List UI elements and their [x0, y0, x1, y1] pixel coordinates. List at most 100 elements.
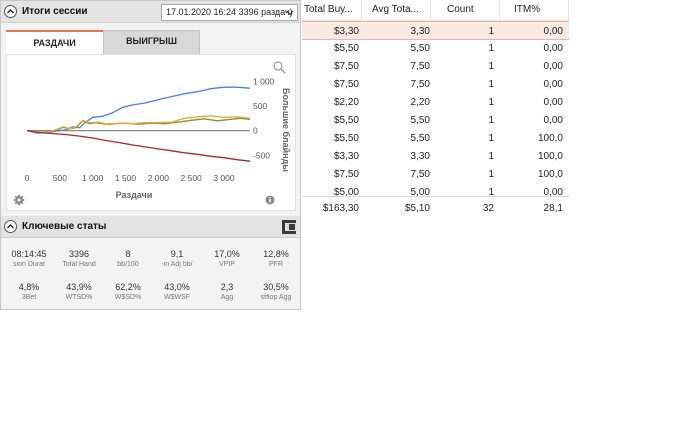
stat-value: 9,1	[170, 249, 184, 259]
x-axis-label: Раздачи	[116, 190, 153, 200]
table-totals-row: $163,30 $5,10 32 28,1	[302, 196, 569, 217]
table-row[interactable]: $7,50 7,50 1 0,00	[302, 75, 569, 94]
chevron-up-icon	[7, 9, 14, 14]
stat-value: 17,0%	[214, 249, 240, 259]
col-avg-total[interactable]: Avg Tota...	[372, 4, 419, 15]
x-tick-label: 2 500	[181, 173, 203, 183]
stat-value: 43,0%	[164, 282, 190, 292]
table-row[interactable]: $3,30 3,30 1 100,0	[302, 147, 569, 166]
series-line-red	[26, 129, 251, 162]
cell-itm: 0,00	[543, 187, 563, 198]
cell-itm: 0,00	[543, 97, 563, 108]
cell-avg: 3,30	[410, 151, 430, 162]
col-divider[interactable]	[499, 0, 500, 20]
cell-count: 1	[488, 79, 494, 90]
x-tick-label: 0	[25, 173, 30, 183]
chart-canvas: 0 500 1 000 1 500 2 000 2 500 3 000 1 000 500 0 -…	[13, 61, 291, 206]
table-row[interactable]: $2,20 2,20 1 0,00	[302, 93, 569, 112]
stat-cell: 3396 Total Hand	[54, 249, 104, 268]
x-tick-label: 1 000	[82, 173, 104, 183]
cell-buyin: $3,30	[333, 26, 359, 37]
stat-label: -in Adj bb/	[161, 261, 193, 268]
cell-avg: 5,50	[410, 133, 430, 144]
key-stats-header: Ключевые статы	[1, 216, 300, 238]
stat-cell: 12,8% PFR	[251, 249, 301, 268]
stat-cell: 8 bb/100	[103, 249, 153, 268]
stat-label: Total Hand	[62, 261, 96, 268]
stat-cell: 17,0% VPIP	[202, 249, 252, 268]
cell-buyin: $3,30	[333, 151, 359, 162]
x-tick-label: 1 500	[115, 173, 137, 183]
x-tick-label: 500	[53, 173, 67, 183]
stat-label: Agg	[220, 294, 234, 301]
cell-itm: 100,0	[537, 169, 563, 180]
cell-buyin: $5,50	[333, 43, 359, 54]
stat-value: 8	[125, 249, 131, 259]
cell-count: 1	[488, 169, 494, 180]
key-stats-title: Ключевые статы	[22, 221, 107, 232]
cell-count: 1	[488, 115, 494, 126]
cell-avg: 7,50	[410, 61, 430, 72]
session-summary-panel: Итоги сессии 17.01.2020 16:24 3396 разда…	[0, 0, 301, 310]
stat-label: PFR	[269, 261, 283, 268]
stat-cell: 4,8% 3Bet	[4, 282, 54, 301]
col-itm[interactable]: ITM%	[514, 4, 541, 15]
cell-avg: 5,00	[410, 187, 430, 198]
cell-count: 1	[488, 61, 494, 72]
session-summary-header: Итоги сессии 17.01.2020 16:24 3396 разда…	[1, 1, 300, 23]
cell-avg: 5,50	[410, 115, 430, 126]
cell-itm: 0,00	[543, 61, 563, 72]
layout-toggle-icon[interactable]	[282, 220, 296, 234]
stat-value: 08:14:45	[11, 249, 47, 259]
table-row[interactable]: $5,50 5,50 1 0,00	[302, 111, 569, 130]
info-icon[interactable]	[265, 195, 275, 205]
y-axis-label: Большие блайнды	[281, 88, 291, 172]
col-count[interactable]: Count	[447, 4, 474, 15]
collapse-session-button[interactable]	[4, 5, 17, 18]
cell-itm: 0,00	[543, 115, 563, 126]
cell-itm: 100,0	[537, 133, 563, 144]
col-divider[interactable]	[361, 0, 362, 20]
stat-cell: 62,2% W$SD%	[103, 282, 153, 301]
table-row[interactable]: $5,50 5,50 1 0,00	[302, 39, 569, 58]
stat-label: sion Durat	[13, 261, 45, 268]
tab-hands[interactable]: РАЗДАЧИ	[6, 30, 103, 54]
cell-itm: 100,0	[537, 151, 563, 162]
cell-buyin: $7,50	[333, 79, 359, 90]
y-tick-label: 500	[253, 101, 267, 111]
table-row[interactable]: $7,50 7,50 1 0,00	[302, 57, 569, 76]
cell-buyin: $5,00	[333, 187, 359, 198]
stat-value: 2,3	[220, 282, 234, 292]
col-divider[interactable]	[430, 0, 431, 20]
zoom-icon[interactable]	[273, 61, 286, 74]
cell-buyin: $5,50	[333, 133, 359, 144]
stat-label: W$WSF	[163, 294, 191, 301]
chevron-up-icon	[7, 224, 14, 229]
settings-gear-icon[interactable]	[13, 194, 25, 206]
tab-winnings[interactable]: ВЫИГРЫШ	[103, 30, 200, 54]
y-tick-label: -500	[253, 150, 270, 160]
cell-count: 1	[488, 26, 494, 37]
stat-value: 4,8%	[18, 282, 40, 292]
col-total-buyin[interactable]: Total Buy...	[304, 4, 353, 15]
cell-avg: 2,20	[410, 97, 430, 108]
total-itm: 28,1	[543, 203, 563, 214]
table-row[interactable]: $3,30 3,30 1 0,00	[302, 21, 569, 40]
table-row[interactable]: $5,00 5,00 1 0,00	[302, 183, 569, 202]
collapse-stats-button[interactable]	[4, 220, 17, 233]
stat-label: VPIP	[219, 261, 235, 268]
winnings-chart: 0 500 1 000 1 500 2 000 2 500 3 000 1 000 500 0 -…	[6, 54, 296, 211]
table-row[interactable]: $5,50 5,50 1 100,0	[302, 129, 569, 148]
cell-buyin: $7,50	[333, 169, 359, 180]
table-row[interactable]: $7,50 7,50 1 100,0	[302, 165, 569, 184]
stat-cell: 30,5% stflop Agg	[251, 282, 301, 301]
chart-tabs: РАЗДАЧИ ВЫИГРЫШ	[6, 30, 296, 54]
col-divider[interactable]	[568, 0, 569, 20]
y-tick-label: 0	[253, 126, 258, 136]
stat-cell: 43,0% W$WSF	[152, 282, 202, 301]
y-tick-label: 1 000	[253, 76, 275, 86]
series-line-blue	[26, 86, 251, 134]
stat-value: 62,2%	[115, 282, 141, 292]
session-select[interactable]: 17.01.2020 16:24 3396 раздач)	[161, 4, 298, 21]
total-count: 32	[482, 203, 494, 214]
